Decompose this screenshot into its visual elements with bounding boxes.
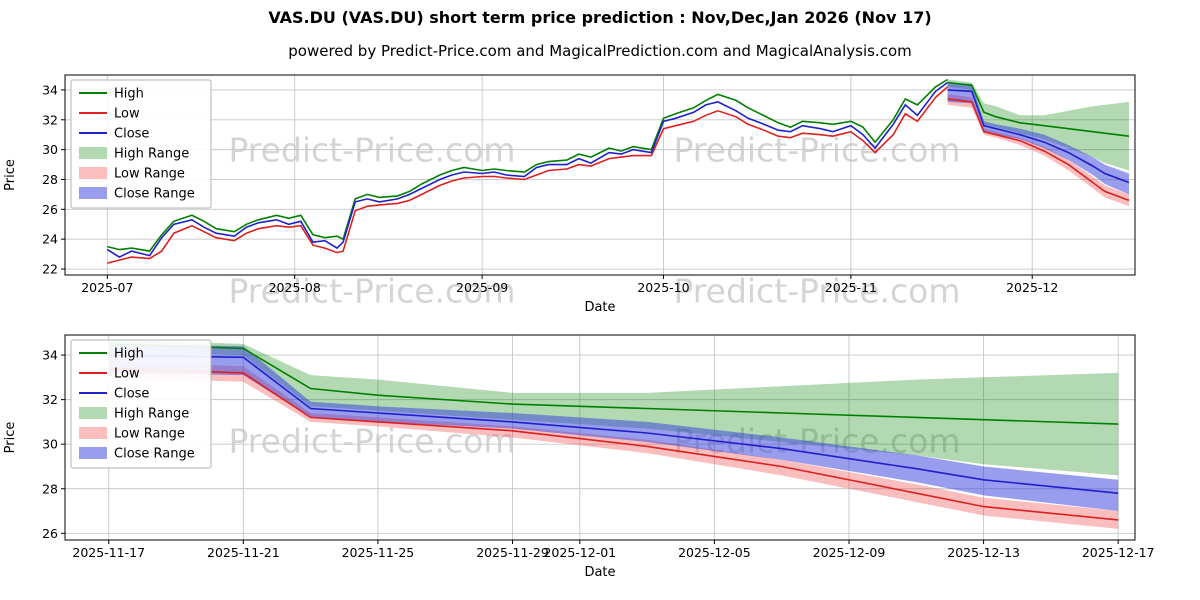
low-forecast-line [947,98,1130,202]
y-tick-label: 28 [42,481,58,496]
legend-label: Close Range [114,447,195,462]
close-range-band [108,343,1119,511]
y-tick-label: 26 [42,526,58,541]
high-forecast-line [947,81,1130,137]
legend-label: High [114,347,144,362]
low-forecast-line [108,367,1119,521]
chart-subtitle: powered by Predict-Price.com and Magical… [288,42,912,60]
legend-label: Close [114,387,149,402]
close-range-band [947,82,1129,195]
high-line [107,78,949,252]
legend-label: High Range [114,147,189,162]
close-forecast-line [947,89,1130,184]
legend-label: Close [114,127,149,142]
y-tick-label: 34 [42,348,58,363]
legend-swatch-high_range [79,407,107,419]
y-axis-label: Price [3,422,18,454]
x-tick-label: 2025-12-13 [947,545,1020,560]
legend-label: Low [114,367,140,382]
legend-label: High Range [114,407,189,422]
bottom-chart-canvas: 2025-11-17 2025-11-21 2025-11-25 2025-11-29… [3,334,1155,580]
legend-label: Close Range [114,187,195,202]
legend-label: Low Range [114,427,185,442]
low-range-band [947,94,1129,207]
x-tick-label: 2025-12-17 [1082,545,1155,560]
page-title: VAS.DU (VAS.DU) short term price predict… [268,8,932,27]
top-chart-canvas: 2025-07 2025-08 2025-09 2025-10 2025-11 2025-… [3,74,1136,315]
plot-frame [64,334,1136,541]
close-forecast-line [108,354,1119,494]
y-tick-label: 30 [42,142,58,157]
y-tick-label: 32 [42,392,58,407]
x-tick-label: 2025-12-05 [678,545,751,560]
y-tick-label: 22 [42,262,58,277]
y-tick-label: 24 [42,232,58,247]
legend-label: Low Range [114,167,185,182]
x-tick-label: 2025-07 [81,280,133,295]
plot-frame [64,74,1136,276]
y-tick-label: 26 [42,202,58,217]
x-tick-label: 2025-11-21 [207,545,280,560]
legend-label: Low [114,107,140,122]
x-tick-label: 2025-12 [1006,280,1058,295]
y-tick-label: 28 [42,172,58,187]
low-line [107,86,949,264]
legend: High Low Close High Range Low Range Close Ran… [70,339,212,469]
legend-swatch-high_range [79,147,107,159]
x-tick-label: 2025-09 [456,280,508,295]
x-tick-label: 2025-11-17 [72,545,145,560]
x-tick-label: 2025-08 [269,280,321,295]
close-line [106,81,949,259]
y-tick-label: 30 [42,437,58,452]
x-axis-label: Date [584,300,615,315]
x-axis-label: Date [584,565,615,580]
legend-swatch-low_range [79,167,107,179]
legend-label: High [114,87,144,102]
x-tick-label: 2025-11-25 [342,545,415,560]
x-tick-label: 2025-11 [825,280,877,295]
legend-swatch-close_range [79,447,107,459]
y-tick-label: 34 [42,82,58,97]
legend: High Low Close High Range Low Range Close Ran… [70,79,212,209]
y-axis-label: Price [3,159,18,191]
y-tick-label: 32 [42,112,58,127]
legend-swatch-low_range [79,427,107,439]
x-tick-label: 2025-12-09 [813,545,886,560]
high-forecast-line [108,343,1119,425]
x-tick-label: 2025-11-29 [476,545,549,560]
x-tick-label: 2025-12-01 [543,545,616,560]
x-tick-label: 2025-10 [637,280,689,295]
legend-swatch-close_range [79,187,107,199]
low-range-band [108,361,1119,529]
